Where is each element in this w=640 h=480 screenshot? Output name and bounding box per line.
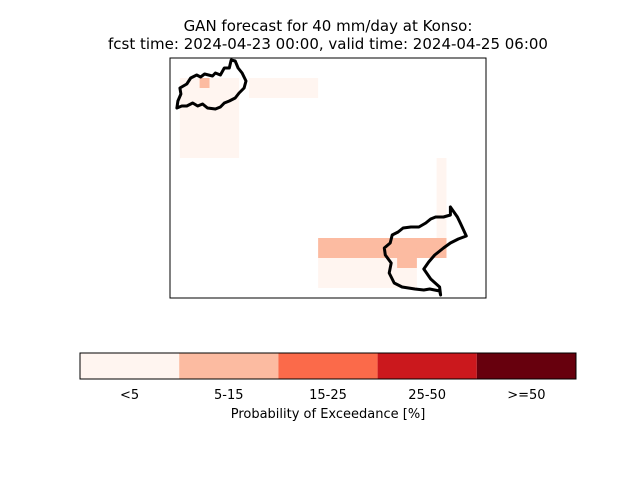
colorbar-tick-label-3: 25-50 [408,388,446,403]
probability-cell-2 [199,78,210,88]
colorbar-tick-label-0: <5 [120,388,139,403]
colorbar-frame [79,352,577,380]
probability-cell-1 [179,78,240,158]
colorbar-swatches [80,353,576,379]
region-outlines [175,58,468,297]
colorbar-swatch-3 [377,353,477,379]
colorbar: <5 5-15 15-25 25-50 >=50 Probability of Exce… [79,352,577,422]
map-panel [169,57,487,299]
probability-cell-6 [397,248,417,268]
colorbar-swatch-1 [179,353,279,379]
probability-cell-0 [249,78,319,98]
map-frame [169,57,487,299]
probability-cell-3 [436,158,447,238]
colorbar-tick-label-1: 5-15 [214,388,244,403]
colorbar-label: Probability of Exceedance [%] [231,407,426,422]
colorbar-swatch-2 [278,353,378,379]
probability-cell-4 [318,238,447,258]
chart-title-line-1: GAN forecast for 40 mm/day at Konso: [184,17,473,35]
colorbar-tick-labels: <5 5-15 15-25 25-50 >=50 [120,388,546,403]
colorbar-swatch-0 [80,353,180,379]
region-outline-1 [382,205,468,297]
colorbar-swatch-4 [476,353,576,379]
colorbar-tick-label-4: >=50 [507,388,545,403]
probability-cells [179,78,447,288]
chart-title-line-2: fcst time: 2024-04-23 00:00, valid time:… [108,35,548,53]
colorbar-tick-label-2: 15-25 [309,388,347,403]
region-outline-0 [175,58,248,111]
